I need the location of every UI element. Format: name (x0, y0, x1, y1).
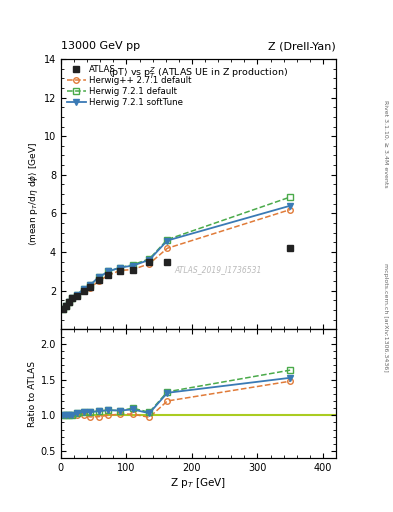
Y-axis label: $\langle$mean p$_T$/d$\eta$ d$\phi\rangle$ [GeV]: $\langle$mean p$_T$/d$\eta$ d$\phi\rangl… (26, 142, 40, 246)
Text: mcplots.cern.ch [arXiv:1306.3436]: mcplots.cern.ch [arXiv:1306.3436] (384, 263, 388, 372)
Herwig 7.2.1 softTune (130, 263, 135, 269)
Herwig 7.2.1 default (96, 274, 101, 280)
ATLAS (147, 259, 152, 265)
Herwig 7.2.1 default (64, 303, 68, 309)
Herwig 7.2.1 default (147, 256, 152, 262)
X-axis label: Z p$_T$ [GeV]: Z p$_T$ [GeV] (171, 476, 226, 490)
Text: 13000 GeV pp: 13000 GeV pp (61, 41, 140, 51)
ATLAS (96, 277, 101, 283)
Herwig++ 2.7.1 default (96, 278, 101, 284)
Herwig++ 2.7.1 default (288, 206, 292, 212)
Herwig++ 2.7.1 default (75, 292, 80, 298)
ATLAS (130, 267, 135, 273)
Herwig++ 2.7.1 default (60, 306, 65, 312)
Herwig 7.2.1 softTune (147, 257, 152, 263)
ATLAS (64, 303, 68, 309)
ATLAS (88, 284, 93, 290)
Text: Rivet 3.1.10, ≥ 3.4M events: Rivet 3.1.10, ≥ 3.4M events (384, 99, 388, 187)
Herwig 7.2.1 softTune (70, 295, 75, 302)
Text: Z (Drell-Yan): Z (Drell-Yan) (268, 41, 336, 51)
ATLAS (106, 272, 111, 279)
ATLAS (165, 259, 170, 265)
Herwig 7.2.1 softTune (75, 291, 80, 297)
Herwig 7.2.1 softTune (118, 265, 122, 271)
Line: Herwig++ 2.7.1 default: Herwig++ 2.7.1 default (60, 207, 293, 312)
ATLAS (81, 288, 86, 294)
Herwig 7.2.1 default (88, 282, 93, 288)
ATLAS (118, 268, 122, 274)
Herwig++ 2.7.1 default (70, 295, 75, 302)
Herwig 7.2.1 default (81, 286, 86, 292)
Herwig++ 2.7.1 default (147, 261, 152, 267)
Line: Herwig 7.2.1 softTune: Herwig 7.2.1 softTune (60, 203, 293, 312)
Herwig 7.2.1 softTune (96, 274, 101, 280)
Herwig 7.2.1 softTune (165, 238, 170, 244)
ATLAS (60, 306, 65, 312)
Herwig 7.2.1 softTune (106, 268, 111, 274)
Herwig++ 2.7.1 default (64, 303, 68, 309)
Herwig 7.2.1 softTune (64, 303, 68, 309)
Herwig 7.2.1 default (60, 306, 65, 312)
Herwig 7.2.1 softTune (88, 282, 93, 288)
Line: Herwig 7.2.1 default: Herwig 7.2.1 default (60, 194, 293, 312)
Herwig++ 2.7.1 default (118, 267, 122, 273)
Herwig 7.2.1 default (288, 194, 292, 200)
Herwig 7.2.1 softTune (288, 203, 292, 209)
Line: ATLAS: ATLAS (59, 245, 293, 312)
Herwig++ 2.7.1 default (88, 285, 93, 291)
Herwig 7.2.1 softTune (60, 306, 65, 312)
Herwig 7.2.1 default (106, 268, 111, 274)
Herwig 7.2.1 default (165, 237, 170, 243)
ATLAS (75, 292, 80, 298)
ATLAS (288, 245, 292, 251)
Legend: ATLAS, Herwig++ 2.7.1 default, Herwig 7.2.1 default, Herwig 7.2.1 softTune: ATLAS, Herwig++ 2.7.1 default, Herwig 7.… (65, 63, 194, 109)
Herwig++ 2.7.1 default (67, 300, 72, 306)
Herwig++ 2.7.1 default (165, 245, 170, 251)
Y-axis label: Ratio to ATLAS: Ratio to ATLAS (28, 361, 37, 427)
Text: $\langle$pT$\rangle$ vs p$_T^Z$ (ATLAS UE in Z production): $\langle$pT$\rangle$ vs p$_T^Z$ (ATLAS U… (108, 66, 288, 81)
Herwig++ 2.7.1 default (81, 288, 86, 294)
ATLAS (70, 295, 75, 302)
Herwig 7.2.1 default (130, 262, 135, 268)
Herwig++ 2.7.1 default (106, 272, 111, 279)
ATLAS (67, 300, 72, 306)
Herwig 7.2.1 default (118, 265, 122, 271)
Herwig 7.2.1 default (70, 295, 75, 302)
Herwig 7.2.1 default (75, 291, 80, 297)
Text: ATLAS_2019_I1736531: ATLAS_2019_I1736531 (174, 265, 261, 274)
Herwig 7.2.1 softTune (81, 286, 86, 292)
Herwig 7.2.1 softTune (67, 300, 72, 306)
Herwig 7.2.1 default (67, 300, 72, 306)
Herwig++ 2.7.1 default (130, 266, 135, 272)
